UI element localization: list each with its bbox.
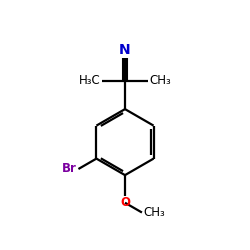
Text: O: O xyxy=(120,196,130,209)
Text: CH₃: CH₃ xyxy=(150,74,171,88)
Text: Br: Br xyxy=(62,162,77,175)
Text: N: N xyxy=(119,42,131,56)
Text: CH₃: CH₃ xyxy=(143,206,165,219)
Text: H₃C: H₃C xyxy=(79,74,100,88)
